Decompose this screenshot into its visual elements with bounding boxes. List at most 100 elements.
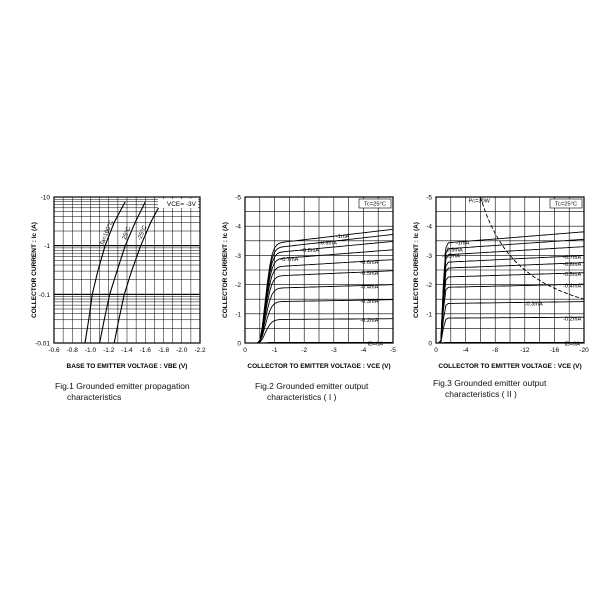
fig2-series-line	[245, 341, 393, 344]
fig2-x-axis-label: COLLECTOR TO EMITTER VOLTAGE : VCE (V)	[247, 363, 390, 370]
fig3-series-label: -0.9mA	[445, 247, 463, 253]
fig3-power-curve-label: Pc=30W	[469, 199, 491, 205]
fig3-x-axis-label: COLLECTOR TO EMITTER VOLTAGE : VCE (V)	[438, 363, 581, 370]
fig3-y-tick-label: -3	[426, 253, 432, 260]
fig2-plot-frame	[244, 196, 394, 344]
fig1-x-tick-label: -2.0	[176, 347, 188, 354]
fig2-caption: Fig.2 Grounded emitter output characteri…	[255, 381, 405, 403]
fig2-annotation-box	[358, 198, 392, 209]
fig2-series-label: IB=0A	[368, 341, 384, 347]
fig3-series-line	[436, 238, 585, 344]
fig1-y-tick-label: -0.01	[35, 341, 50, 348]
fig3-plot-frame	[435, 196, 585, 344]
fig2-series-line	[245, 234, 394, 344]
fig1-x-tick-label: -0.6	[48, 347, 60, 354]
fig3-x-tick-label: 0	[434, 347, 438, 354]
fig1-series-label: Ta=100°C	[99, 219, 115, 247]
fig2-caption-line2: characteristics ( I )	[267, 392, 337, 402]
fig2-series-label: -0.4mA	[360, 284, 378, 290]
fig3-series-label: -0.4mA	[563, 283, 581, 289]
fig2-y-tick-label: -2	[235, 282, 241, 289]
fig2-series-line	[245, 318, 393, 344]
fig3-x-tick-label: -8	[492, 347, 498, 354]
fig3-series-label: -0.2mA	[563, 316, 581, 322]
fig1-series-line	[84, 201, 126, 344]
fig2-y-tick-label: -5	[235, 195, 241, 202]
fig3-series-line	[436, 341, 584, 344]
fig3-x-tick-label: -16	[550, 347, 560, 354]
fig1-annotation: VCE= -3V	[167, 201, 197, 208]
fig3-series-line	[436, 246, 585, 344]
fig2-x-tick-label: -2	[301, 347, 307, 354]
fig1-caption-line2: characteristics	[67, 392, 122, 402]
fig2-x-tick-label: -4	[361, 347, 367, 354]
fig1-series-label: -25°C	[137, 224, 149, 241]
fig1-y-tick-label: -0.1	[39, 292, 51, 299]
fig2-series-line	[245, 249, 394, 344]
fig2-chart: COLLECTOR TO EMITTER VOLTAGE : VCE (V) CO…	[222, 195, 396, 371]
fig2-x-tick-label: -1	[272, 347, 278, 354]
fig3-y-tick-label: -5	[426, 195, 432, 202]
fig3-chart: COLLECTOR TO EMITTER VOLTAGE : VCE (V) CO…	[413, 195, 589, 371]
fig2-series-line	[245, 228, 394, 344]
fig3-y-tick-label: 0	[428, 341, 432, 348]
fig1-x-tick-label: -1.4	[121, 347, 133, 354]
fig2-x-tick-label: -3	[331, 347, 337, 354]
fig2-series-line	[245, 284, 393, 344]
fig3-series-label: -0.8mA	[442, 254, 460, 260]
fig3-series-line	[436, 255, 585, 344]
fig3-y-tick-label: -4	[426, 224, 432, 231]
fig1-y-tick-label: -1	[44, 243, 50, 250]
fig3-x-tick-label: -12	[520, 347, 530, 354]
fig1-chart: BASE TO EMITTER VOLTAGE : VBE (V) COLLECT…	[31, 195, 206, 371]
fig2-annotation: Tc=25°C	[364, 202, 386, 208]
fig2-series-label: -0.7mA	[280, 257, 298, 263]
fig1-plot-frame	[53, 196, 201, 344]
fig2-x-tick-label: 0	[243, 347, 247, 354]
fig3-y-tick-label: -2	[426, 282, 432, 289]
fig3-caption-line2: characteristics ( II )	[445, 389, 517, 399]
fig1-caption: Fig.1 Grounded emitter propagation chara…	[55, 381, 225, 403]
fig2-series-label: -0.3mA	[360, 299, 378, 305]
fig1-x-tick-label: -1.6	[140, 347, 152, 354]
fig2-series-label: -0.6mA	[360, 260, 378, 266]
fig3-series-line	[436, 301, 584, 344]
fig3-series-label: IB=0A	[564, 341, 580, 347]
fig2-series-label: -0.2mA	[360, 318, 378, 324]
fig1-y-tick-label: -10	[41, 195, 51, 202]
fig3-series-line	[436, 283, 584, 344]
fig2-series-label: -0.8mA	[301, 248, 319, 254]
fig2-y-tick-label: -1	[235, 311, 241, 318]
fig3-x-tick-label: -4	[463, 347, 469, 354]
fig3-series-line	[436, 262, 585, 344]
fig2-series-line	[245, 259, 394, 344]
fig2-caption-line1: Fig.2 Grounded emitter output	[255, 381, 369, 391]
fig3-series-label: -0.7mA	[563, 255, 581, 261]
fig3-series-label: -0.6mA	[563, 262, 581, 268]
fig2-series-label: -0.9mA	[319, 241, 337, 247]
fig2-y-axis-label: COLLECTOR CURRENT : Ic (A)	[222, 222, 229, 318]
fig2-y-tick-label: 0	[237, 341, 241, 348]
fig2-series-label: -0.5mA	[360, 271, 378, 277]
fig3-annotation: Tc=25°C	[555, 202, 577, 208]
fig1-series-line	[99, 201, 146, 344]
fig3-caption-line1: Fig.3 Grounded emitter output	[433, 378, 547, 388]
fig3-series-label: -0.5mA	[563, 272, 581, 278]
fig1-annotation-bg	[158, 199, 198, 208]
fig3-y-tick-label: -1	[426, 311, 432, 318]
fig3-caption: Fig.3 Grounded emitter output characteri…	[433, 378, 583, 400]
fig3-y-axis-label: COLLECTOR CURRENT : Ic (A)	[413, 222, 420, 318]
fig2-y-tick-label: -4	[235, 224, 241, 231]
fig3-series-line	[436, 272, 585, 344]
fig1-caption-line1: Fig.1 Grounded emitter propagation	[55, 381, 190, 391]
fig3-series-line	[436, 231, 585, 344]
fig3-series-label: -1mA	[456, 241, 470, 247]
fig1-y-axis-label: COLLECTOR CURRENT : Ic (A)	[31, 222, 38, 318]
fig1-x-tick-label: -2.2	[194, 347, 206, 354]
fig2-series-line	[245, 270, 394, 344]
fig2-series-label: -1mA	[336, 234, 350, 240]
fig2-y-tick-label: -3	[235, 253, 241, 260]
fig3-series-line	[436, 316, 584, 344]
fig1-x-tick-label: -1.8	[158, 347, 170, 354]
